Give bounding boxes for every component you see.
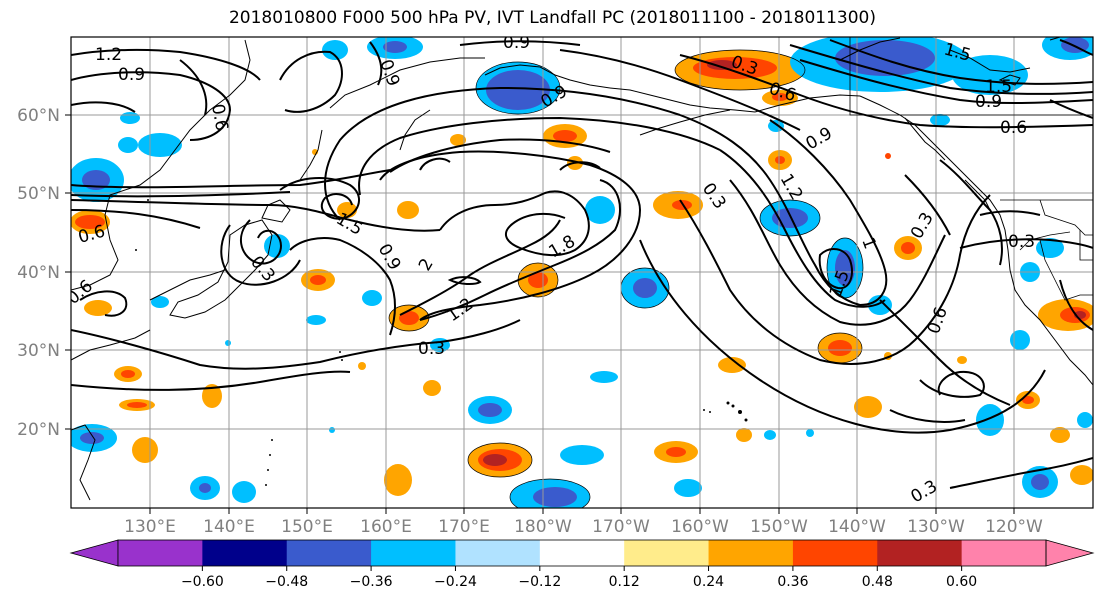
colorbar-segment — [539, 540, 625, 566]
lon-label: 150°E — [281, 517, 333, 537]
colorbar-upper-extension — [1045, 539, 1095, 567]
contour-label: 0.6 — [207, 102, 231, 132]
colorbar-segment — [624, 540, 710, 566]
colorbar-tick-label: −0.24 — [434, 574, 477, 590]
lon-label: 130°E — [124, 517, 176, 537]
lon-label: 160°W — [671, 517, 729, 537]
contour-label: 0.9 — [503, 33, 530, 53]
latitude-labels: 60°N 50°N 40°N 30°N 20°N — [17, 106, 60, 440]
map-title: 2018010800 F000 500 hPa PV, IVT Landfall… — [228, 8, 876, 28]
lon-label: 130°W — [907, 517, 965, 537]
lat-label: 30°N — [17, 341, 60, 361]
island-dots — [135, 199, 748, 486]
colorbar-tick-label: −0.48 — [265, 574, 308, 590]
colorbar-segment — [455, 540, 541, 566]
lat-label: 50°N — [17, 184, 60, 204]
positive-anomaly-patches — [71, 50, 1093, 496]
lon-label: 170°E — [438, 517, 490, 537]
negative-anomaly-patches — [71, 37, 1093, 508]
colorbar-tick-label: −0.12 — [518, 574, 561, 590]
colorbar-tick-label: 0.48 — [862, 574, 893, 590]
colorbar-segment — [792, 540, 878, 566]
colorbar-tick-label: 0.36 — [777, 574, 808, 590]
gridlines — [71, 37, 1093, 508]
colorbar-segment — [202, 540, 288, 566]
colorbar-tick-label: 0.24 — [693, 574, 724, 590]
contour-label: 1.2 — [95, 45, 122, 65]
colorbar-segment — [961, 540, 1047, 566]
longitude-labels: 130°E 140°E 150°E 160°E 170°E 180°W 170°… — [124, 517, 1043, 537]
colorbar-tick-label: 0.60 — [946, 574, 977, 590]
colorbar-tick-label: −0.36 — [350, 574, 393, 590]
lat-label: 20°N — [17, 420, 60, 440]
colorbar-segment — [877, 540, 963, 566]
colorbar-lower-extension — [69, 539, 119, 567]
contour-label: 0.9 — [975, 92, 1002, 112]
colorbar-segment — [286, 540, 372, 566]
lon-label: 150°W — [750, 517, 808, 537]
colorbar-tick-label: 0.12 — [609, 574, 640, 590]
lat-label: 40°N — [17, 263, 60, 283]
lon-label: 160°E — [360, 517, 412, 537]
colorbar: −0.60 −0.48 −0.36 −0.24 −0.12 0.12 0.24 … — [69, 539, 1095, 590]
contour-label: 0.6 — [1000, 118, 1027, 138]
lon-label: 180°W — [514, 517, 572, 537]
contour-label: 0.3 — [418, 339, 445, 359]
contour-label: 0.3 — [1008, 232, 1035, 252]
lat-label: 60°N — [17, 106, 60, 126]
contour-label: 0.9 — [118, 65, 145, 85]
axis-ticks — [65, 114, 1015, 514]
anomaly-outlines — [388, 49, 864, 508]
contour-label: 1.5 — [985, 77, 1012, 97]
colorbar-segment — [118, 540, 203, 566]
anomaly-shading — [71, 37, 1093, 508]
colorbar-tick-label: −0.60 — [181, 574, 224, 590]
lon-label: 140°E — [203, 517, 255, 537]
colorbar-segment — [371, 540, 456, 566]
colorbar-segment — [708, 540, 794, 566]
colorbar-tick-labels: −0.60 −0.48 −0.36 −0.24 −0.12 0.12 0.24 … — [181, 574, 977, 590]
lon-label: 170°W — [592, 517, 650, 537]
map-plot-area: 1.2 0.9 0.6 0.9 0.9 0.9 0.3 0.6 1.5 0.9 … — [71, 33, 1093, 508]
lon-label: 120°W — [985, 517, 1043, 537]
lon-label: 140°W — [828, 517, 886, 537]
pv-contours — [71, 39, 1093, 489]
